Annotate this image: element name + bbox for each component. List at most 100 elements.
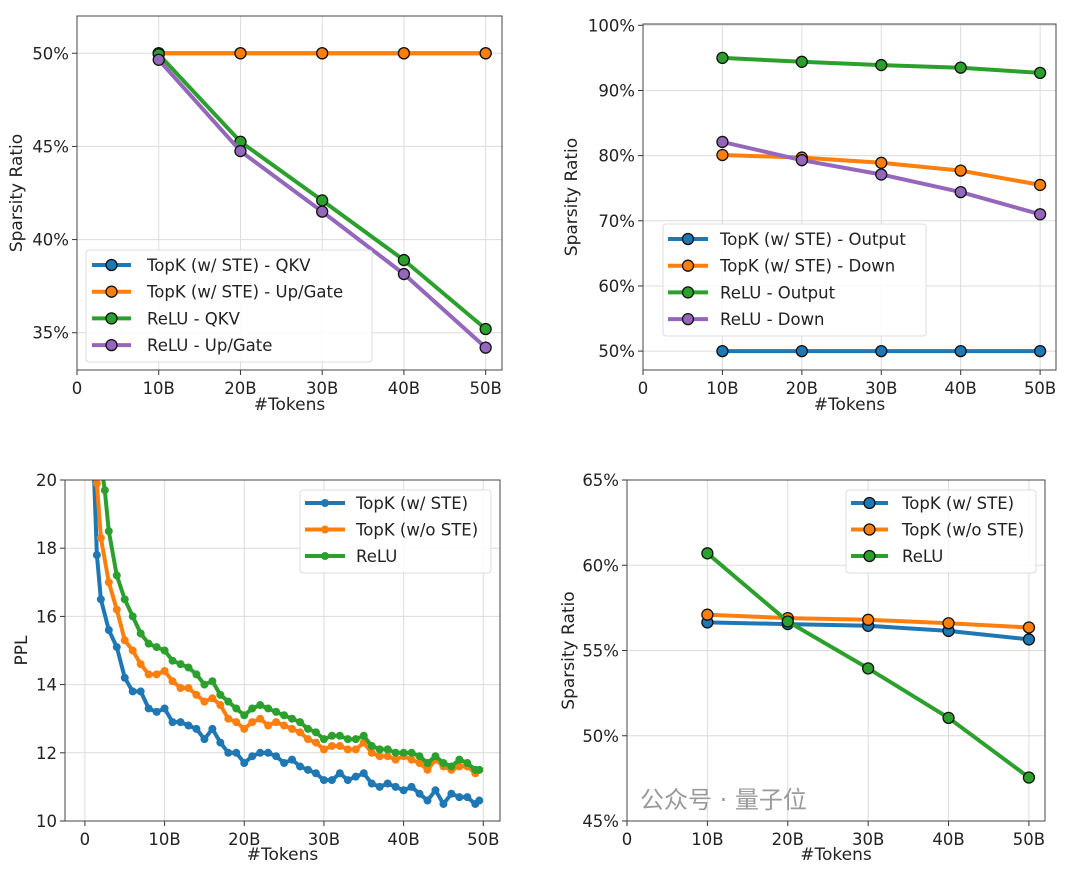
- data-point: [383, 745, 392, 754]
- data-point: [463, 759, 472, 768]
- data-point: [367, 741, 376, 750]
- data-point: [240, 759, 249, 768]
- data-point: [208, 724, 217, 733]
- legend-item: ReLU: [851, 547, 943, 566]
- data-point: [272, 752, 281, 761]
- y-tick-label: 14: [36, 676, 57, 695]
- legend-label: TopK (w/ STE) - Output: [719, 230, 906, 249]
- legend-box: [299, 489, 492, 574]
- data-point: [303, 735, 312, 744]
- data-point: [248, 704, 257, 713]
- y-tick-label: 50%: [598, 342, 635, 361]
- y-tick-label: 50%: [582, 727, 619, 746]
- legend-item: TopK (w/ STE): [305, 494, 468, 513]
- data-point: [192, 690, 201, 699]
- data-point: [319, 745, 328, 754]
- data-point: [795, 55, 808, 68]
- data-point: [415, 759, 424, 768]
- y-tick-label: 16: [36, 607, 57, 626]
- x-tick-label: 50B: [1013, 830, 1045, 849]
- legend-item: TopK (w/ STE) - Down: [668, 257, 895, 276]
- data-point: [375, 782, 384, 791]
- data-point: [96, 595, 105, 604]
- data-point: [120, 595, 129, 604]
- data-point: [280, 711, 289, 720]
- data-point: [351, 735, 360, 744]
- legend-label: ReLU - Output: [720, 283, 836, 302]
- axes-frame: [626, 479, 1046, 822]
- legend-label: ReLU - Up/Gate: [147, 336, 272, 355]
- y-tick-label: 100%: [588, 16, 635, 35]
- data-point: [303, 765, 312, 774]
- data-point: [311, 738, 320, 747]
- data-point: [954, 344, 967, 358]
- data-point: [875, 58, 888, 72]
- data-point: [112, 605, 121, 614]
- legend: TopK (w/ STE) TopK (w/o STE) ReLU: [299, 489, 492, 574]
- legend-marker: [681, 259, 695, 272]
- data-point: [89, 442, 97, 450]
- legend-label: TopK (w/ STE) - QKV: [146, 256, 311, 275]
- x-tick-label: 0: [622, 830, 633, 849]
- legend-marker: [681, 286, 695, 299]
- data-point: [415, 752, 424, 761]
- data-point: [256, 714, 265, 723]
- x-tick-label: 40B: [388, 379, 420, 398]
- y-tick-label: 55%: [582, 642, 619, 661]
- data-point: [240, 724, 249, 733]
- series-layer: [89, 442, 484, 808]
- data-point: [104, 527, 113, 536]
- data-point: [192, 670, 201, 679]
- data-point: [327, 741, 336, 750]
- data-point: [224, 697, 233, 706]
- data-point: [455, 755, 464, 764]
- y-tick-label: 80%: [598, 147, 635, 166]
- data-point: [234, 144, 247, 158]
- x-axis-label: #Tokens: [814, 395, 886, 415]
- data-point: [359, 769, 368, 778]
- data-point: [701, 608, 714, 621]
- data-point: [439, 799, 448, 808]
- data-point: [375, 752, 384, 761]
- x-tick-label: 0: [80, 830, 91, 849]
- data-point: [397, 267, 411, 281]
- legend-marker: [105, 338, 118, 352]
- legend-marker: [321, 552, 329, 560]
- data-point: [475, 765, 484, 774]
- data-point: [152, 53, 165, 66]
- data-point: [479, 341, 492, 354]
- data-point: [112, 571, 121, 580]
- data-point: [280, 759, 289, 768]
- data-point: [136, 629, 145, 638]
- data-point: [160, 704, 169, 713]
- y-tick-label: 50%: [32, 44, 69, 63]
- data-point: [423, 765, 432, 774]
- data-point: [280, 721, 289, 730]
- x-tick-label: 30B: [306, 379, 338, 398]
- data-point: [311, 728, 320, 737]
- legend-marker: [105, 312, 118, 325]
- subplot-1: 0 10B 20B 30B 40B 50B 35% 40% 45% 50% #Tokens Spars…: [7, 15, 503, 415]
- data-point: [701, 547, 714, 560]
- data-point: [104, 578, 113, 587]
- axes-frame: [642, 23, 1057, 371]
- data-point: [351, 772, 360, 781]
- data-point: [875, 168, 888, 181]
- y-tick-label: 60%: [598, 277, 635, 296]
- data-point: [423, 796, 432, 805]
- data-point: [397, 47, 411, 60]
- data-point: [479, 47, 492, 60]
- legend-marker: [321, 499, 329, 507]
- data-point: [1022, 771, 1036, 784]
- data-point: [1022, 633, 1036, 646]
- subplot-4: 0 10B 20B 30B 40B 50B 45% 50% 55% 60% 65% #Tokens Sp…: [559, 471, 1046, 865]
- data-point: [423, 759, 432, 768]
- data-point: [431, 752, 440, 761]
- data-point: [311, 769, 320, 778]
- data-point: [97, 459, 105, 467]
- data-point: [136, 687, 145, 696]
- x-tick-label: 0: [638, 379, 649, 398]
- data-point: [248, 718, 257, 727]
- data-point: [335, 731, 344, 740]
